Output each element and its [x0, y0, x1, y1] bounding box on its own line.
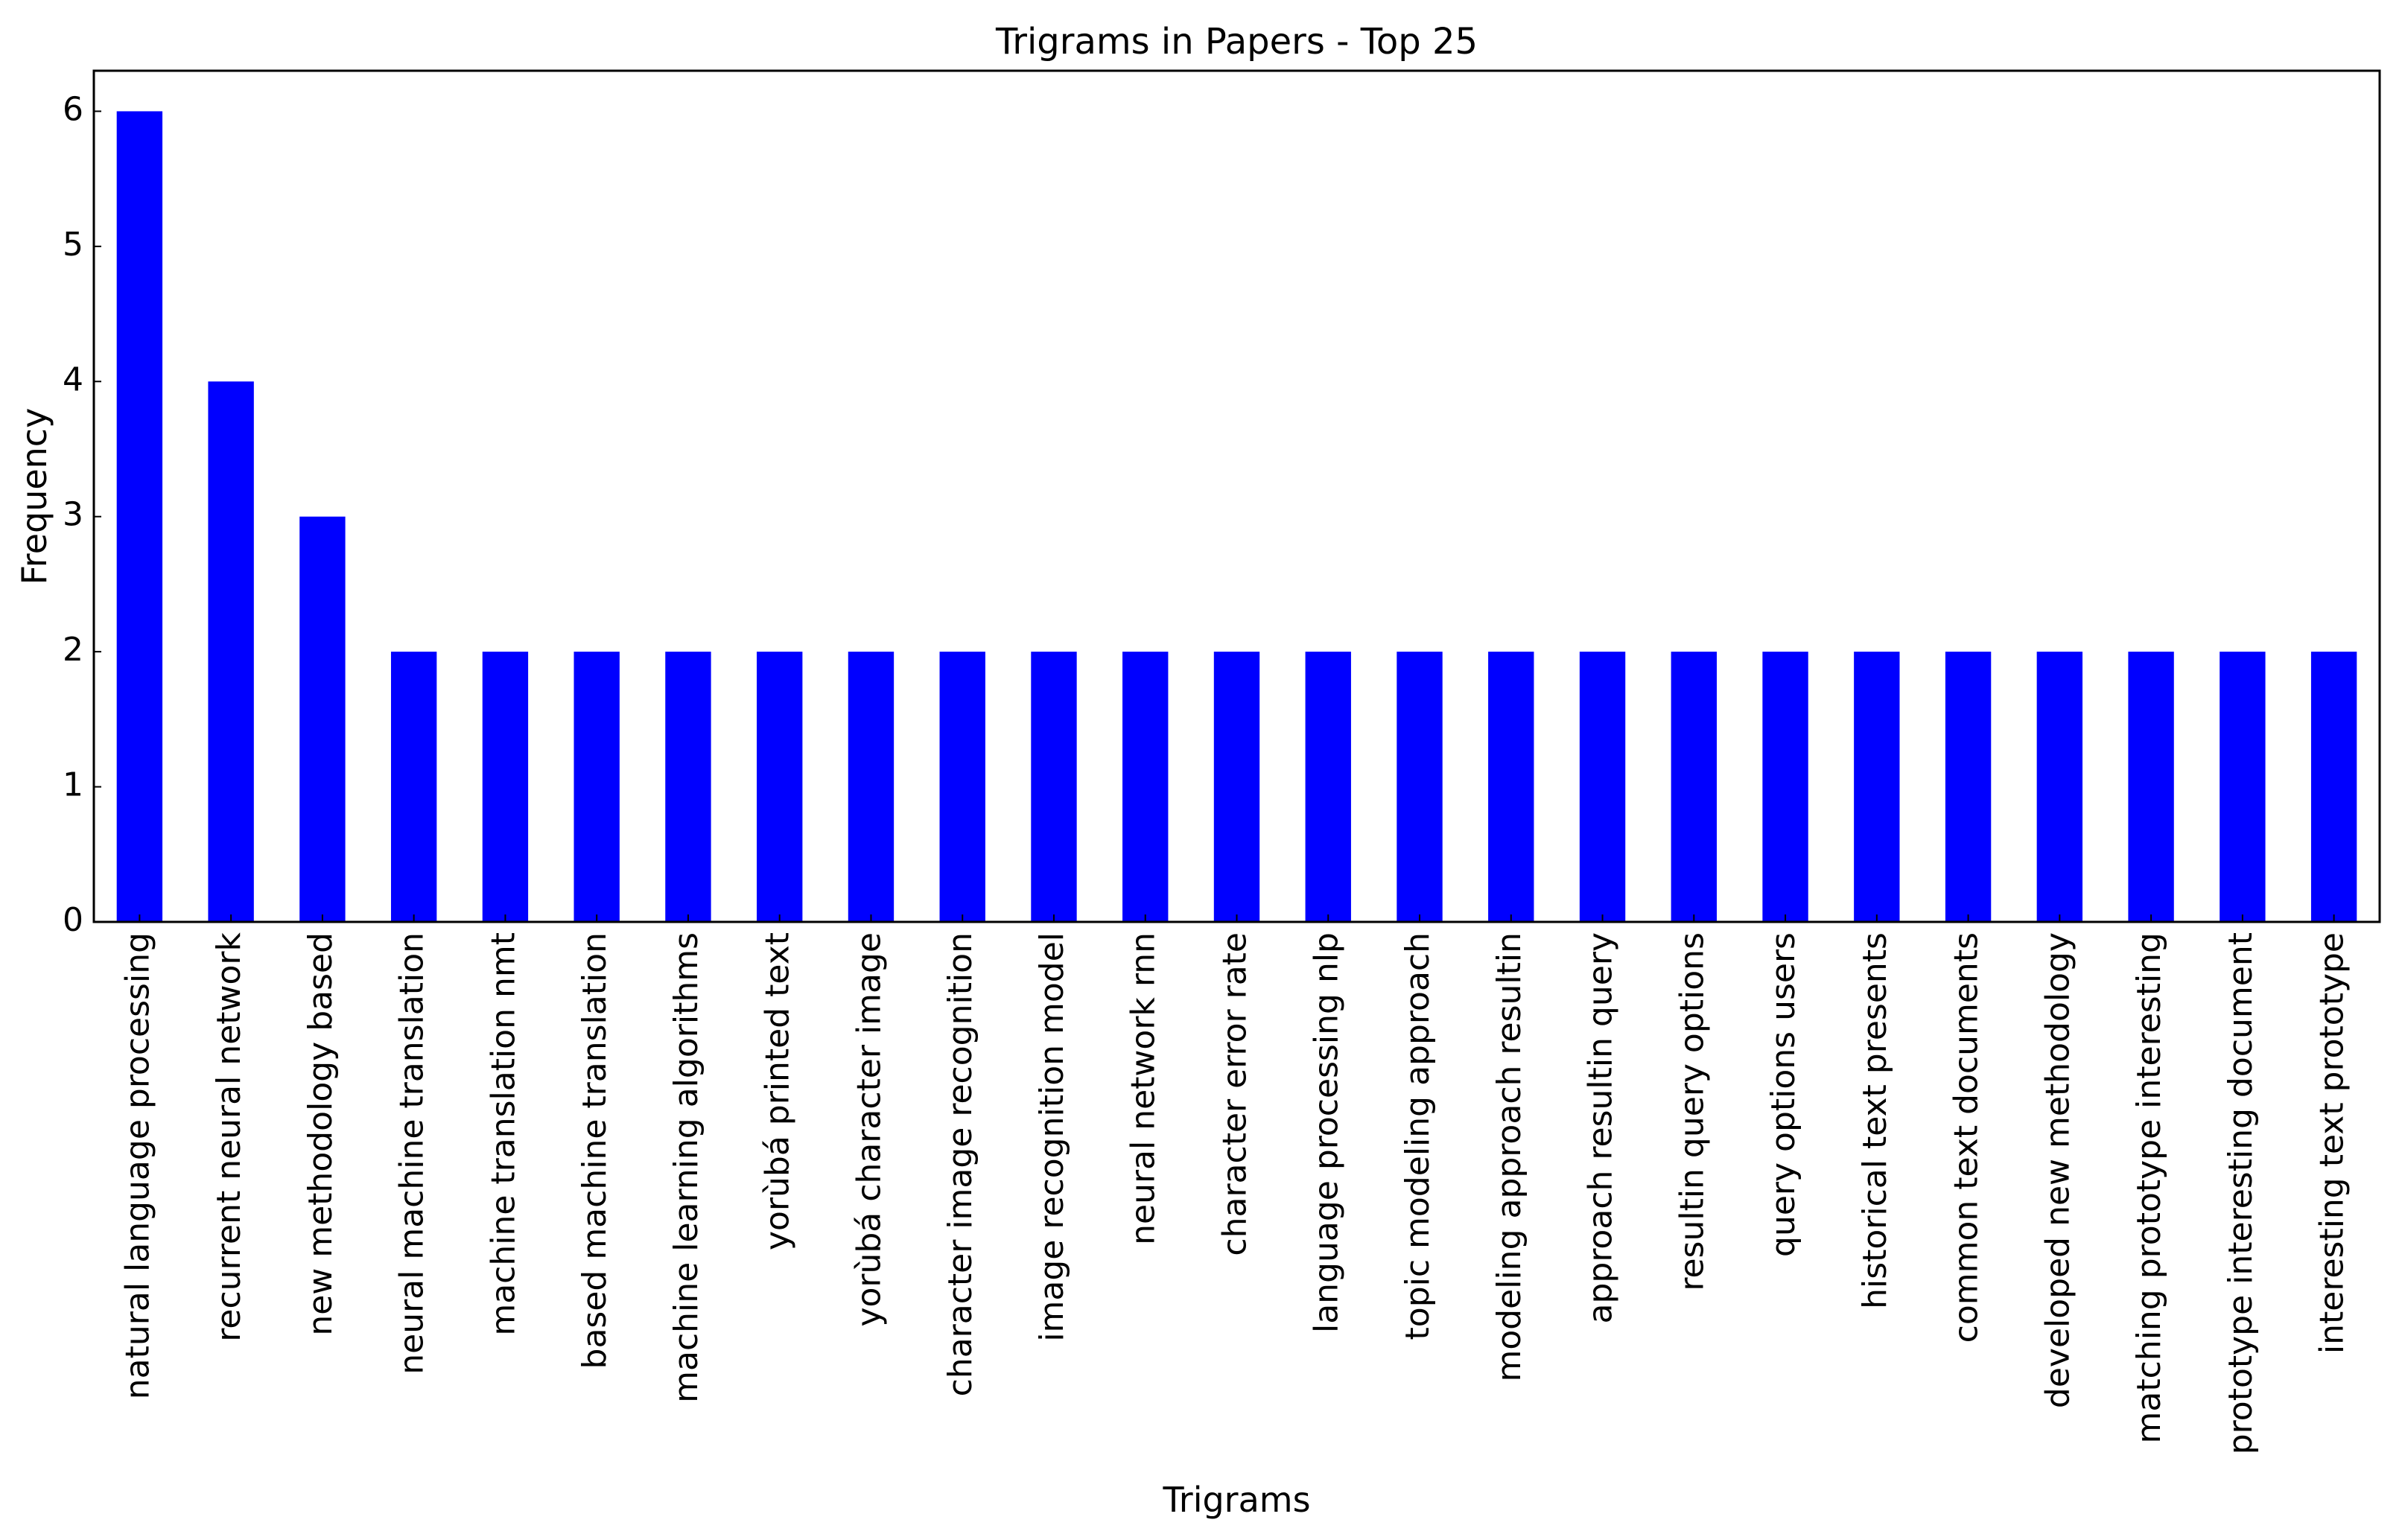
- y-tick-label: 3: [63, 496, 83, 534]
- x-tick-label: image recognition model: [1033, 932, 1071, 1342]
- y-axis-label: Frequency: [14, 408, 54, 585]
- x-tick-label: common text documents: [1948, 932, 1986, 1343]
- x-tick-label: recurrent neural network: [210, 932, 248, 1341]
- bar-24: [2220, 652, 2266, 922]
- y-tick-label: 4: [63, 360, 83, 398]
- bar-7: [665, 652, 711, 922]
- y-tick-label: 0: [63, 901, 83, 939]
- bar-5: [482, 652, 529, 922]
- x-tick-label: new methodology based: [302, 932, 340, 1336]
- x-tick-label: yorùbá printed text: [759, 932, 797, 1250]
- x-axis-label: Trigrams: [1162, 1480, 1310, 1520]
- x-tick-label: modeling approach resultin: [1490, 932, 1528, 1382]
- x-tick-label: based machine translation: [576, 932, 614, 1369]
- bar-22: [2036, 652, 2083, 922]
- bar-11: [1031, 652, 1077, 922]
- bar-8: [757, 652, 803, 922]
- bar-18: [1671, 652, 1717, 922]
- x-tick-label: matching prototype interesting: [2130, 932, 2168, 1443]
- bar-9: [848, 652, 895, 922]
- bar-19: [1762, 652, 1808, 922]
- x-tick-label: topic modeling approach: [1399, 932, 1437, 1340]
- bar-12: [1122, 652, 1169, 922]
- bar-1: [116, 111, 163, 922]
- bar-20: [1854, 652, 1900, 922]
- bar-3: [299, 516, 346, 922]
- y-tick-label: 5: [63, 226, 83, 264]
- x-tick-label: character error rate: [1216, 932, 1254, 1256]
- x-ticks-group: natural language processing recurrent neu…: [118, 914, 2351, 1454]
- bar-14: [1305, 652, 1351, 922]
- chart-title: Trigrams in Papers - Top 25: [995, 21, 1478, 63]
- bar-4: [390, 652, 437, 922]
- x-tick-label: query options users: [1764, 932, 1802, 1257]
- bar-13: [1213, 652, 1260, 922]
- x-tick-label: neural machine translation: [393, 932, 431, 1375]
- x-tick-label: resultin query options: [1673, 932, 1711, 1291]
- x-tick-label: machine translation nmt: [484, 932, 522, 1336]
- bar-16: [1488, 652, 1534, 922]
- y-tick-label: 2: [63, 631, 83, 669]
- bars-group: [116, 111, 2357, 922]
- x-tick-label: approach resultin query: [1582, 932, 1620, 1324]
- bar-10: [939, 652, 985, 922]
- x-tick-label: prototype interesting document: [2222, 932, 2260, 1454]
- x-tick-label: character image recognition: [941, 932, 979, 1396]
- x-tick-label: neural network rnn: [1125, 932, 1163, 1245]
- plot-area-frame: [92, 69, 2381, 923]
- bar-21: [1945, 652, 1992, 922]
- bar-17: [1579, 652, 1626, 922]
- x-tick-label: yorùbá character image: [850, 932, 888, 1327]
- bar-2: [208, 381, 254, 922]
- x-tick-label: developed new methodology: [2039, 932, 2077, 1408]
- y-ticks-group: 0 1 2 3 4 5 6: [63, 90, 101, 939]
- bar-15: [1397, 652, 1443, 922]
- x-tick-label: machine learning algorithms: [667, 932, 705, 1403]
- y-tick-label: 6: [63, 90, 83, 128]
- bar-25: [2310, 652, 2357, 922]
- x-tick-label: natural language processing: [118, 932, 156, 1399]
- x-tick-label: interesting text prototype: [2313, 932, 2351, 1354]
- bar-23: [2128, 652, 2174, 922]
- x-tick-label: language processing nlp: [1307, 932, 1345, 1333]
- x-tick-label: historical text presents: [1856, 932, 1894, 1309]
- bar-6: [574, 652, 620, 922]
- y-tick-label: 1: [63, 766, 83, 804]
